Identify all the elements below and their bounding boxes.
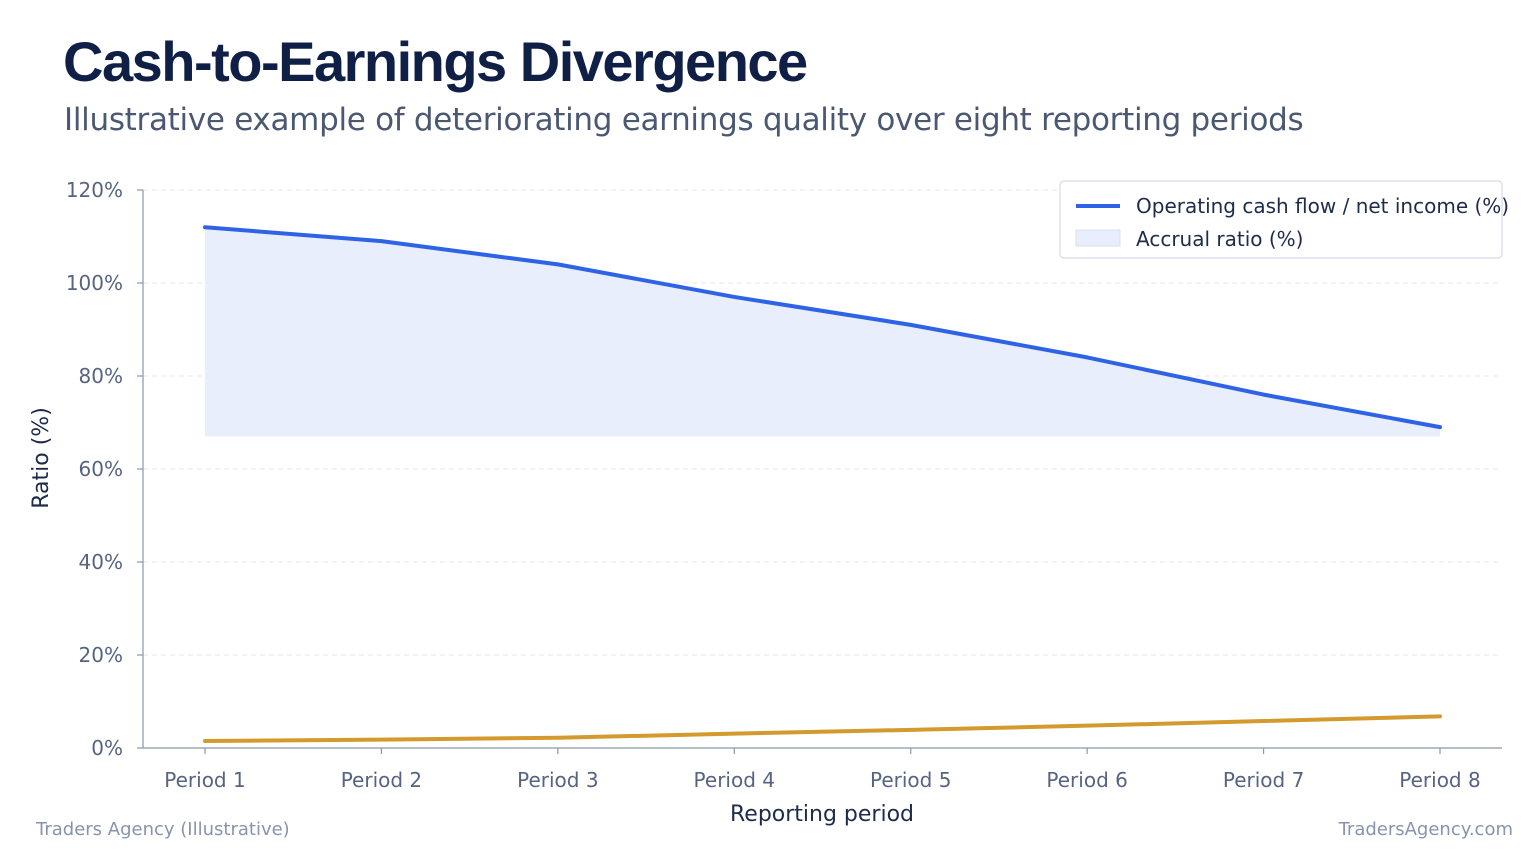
- footer-source: Traders Agency (Illustrative): [36, 819, 290, 840]
- x-tick-label: Period 2: [341, 768, 422, 792]
- y-tick-label: 80%: [79, 364, 123, 388]
- y-tick-label: 0%: [91, 736, 123, 760]
- accrual-shaded-area: [205, 227, 1440, 437]
- y-axis-title: Ratio (%): [29, 407, 54, 509]
- accrual-ratio-line: [203, 714, 1442, 744]
- x-tick-label: Period 3: [517, 768, 598, 792]
- x-tick-label: Period 7: [1223, 768, 1304, 792]
- y-tick-label: 120%: [66, 178, 123, 202]
- axes: [137, 189, 1502, 754]
- chart-subtitle: Illustrative example of deteriorating ea…: [64, 102, 1304, 138]
- y-tick-label: 100%: [66, 271, 123, 295]
- y-tick-label: 60%: [79, 457, 123, 481]
- legend-label-accrual: Accrual ratio (%): [1136, 227, 1303, 251]
- footer-site: TradersAgency.com: [1338, 819, 1513, 840]
- tick-labels: 0% 20% 40% 60% 80% 100% 120% Period 1 Period 2 Pe…: [66, 178, 1481, 792]
- legend-box: [1059, 180, 1503, 259]
- x-tick-label: Period 8: [1399, 768, 1480, 792]
- shaded-region: [205, 227, 1440, 437]
- legend: Operating cash flow / net income (%) Acc…: [1059, 180, 1509, 259]
- x-axis-title: Reporting period: [730, 802, 914, 827]
- x-tick-label: Period 4: [694, 768, 775, 792]
- series-lines: [203, 225, 1442, 744]
- y-tick-label: 40%: [79, 550, 123, 574]
- y-tick-label: 20%: [79, 643, 123, 667]
- x-tick-label: Period 6: [1046, 768, 1127, 792]
- legend-label-cash-flow: Operating cash flow / net income (%): [1136, 194, 1509, 218]
- chart-title: Cash-to-Earnings Divergence: [63, 30, 808, 93]
- cash-flow-line: [203, 225, 1442, 430]
- legend-swatch-accrual: [1075, 229, 1121, 247]
- x-tick-label: Period 1: [164, 768, 245, 792]
- x-tick-label: Period 5: [870, 768, 951, 792]
